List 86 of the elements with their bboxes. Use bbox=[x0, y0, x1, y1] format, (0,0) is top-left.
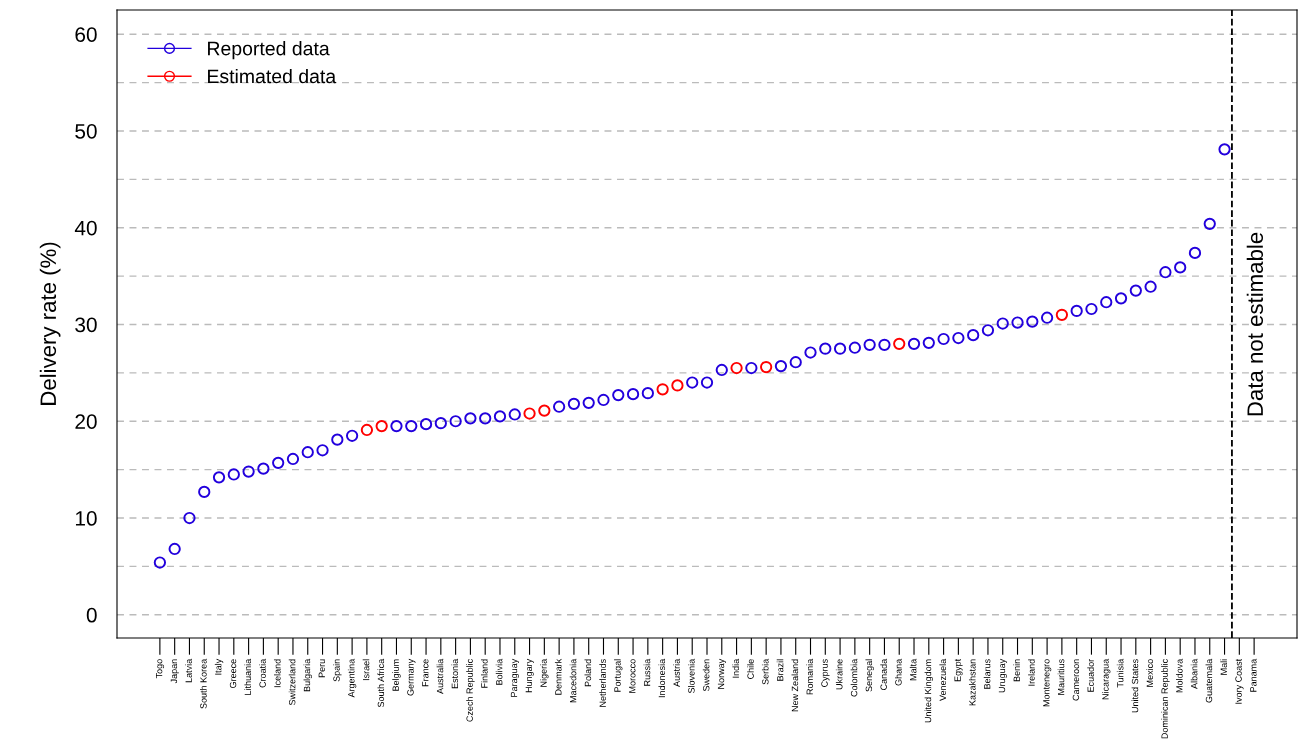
x-tick-label: Greece bbox=[229, 659, 237, 688]
x-tick-label: Egypt bbox=[954, 658, 963, 682]
x-tick-label: United States bbox=[1131, 659, 1139, 713]
y-tick-label: 60 bbox=[75, 27, 97, 42]
x-tick-label: Japan bbox=[170, 659, 179, 684]
x-tick-label: United Kingdom bbox=[924, 659, 934, 723]
x-tick-label: Ghana bbox=[895, 658, 902, 686]
y-tick-label: 30 bbox=[75, 317, 97, 333]
x-tick-label: Senegal bbox=[865, 659, 874, 692]
x-tick-label: Poland bbox=[584, 659, 592, 687]
x-tick-label: India bbox=[732, 658, 739, 678]
x-tick-label: Brazil bbox=[776, 659, 784, 681]
y-tick-label: 10 bbox=[75, 511, 97, 526]
x-tick-label: Australia bbox=[436, 658, 444, 694]
x-tick-label: Norway bbox=[717, 658, 726, 689]
x-tick-label: Cameroon bbox=[1072, 659, 1080, 701]
x-tick-label: South Korea bbox=[200, 658, 207, 709]
x-tick-label: Sweden bbox=[702, 659, 710, 692]
x-tick-label: Switzerland bbox=[288, 659, 296, 706]
x-tick-label: Slovenia bbox=[688, 658, 695, 694]
x-tick-label: Moldova bbox=[1175, 658, 1183, 693]
x-tick-label: Canada bbox=[880, 658, 887, 690]
x-tick-label: Macedonia bbox=[569, 658, 577, 703]
x-tick-label: Belgium bbox=[392, 659, 401, 691]
x-tick-label: Belarus bbox=[983, 659, 991, 689]
x-tick-label: Romania bbox=[806, 658, 813, 695]
y-tick-label: 20 bbox=[75, 414, 97, 429]
x-tick-label: Dominican Republic bbox=[1161, 659, 1170, 739]
x-tick-label: Ecuador bbox=[1087, 658, 1094, 692]
x-tick-label: Germany bbox=[407, 658, 416, 696]
x-tick-label: Portugal bbox=[614, 659, 623, 692]
x-tick-label: Colombia bbox=[850, 658, 858, 697]
x-tick-label: Montenegro bbox=[1043, 659, 1052, 707]
x-tick-label: Kazakhstan bbox=[968, 659, 976, 706]
x-tick-label: Mexico bbox=[1146, 659, 1154, 687]
x-tick-label: South Africa bbox=[377, 658, 385, 708]
x-tick-label: Malta bbox=[909, 658, 917, 681]
x-tick-label: Bulgaria bbox=[303, 658, 312, 692]
x-tick-label: Finland bbox=[480, 659, 488, 688]
x-tick-label: Albania bbox=[1190, 658, 1198, 689]
x-tick-label: Cyprus bbox=[821, 659, 830, 687]
x-tick-label: Bolivia bbox=[495, 658, 503, 685]
x-tick-label: France bbox=[422, 659, 429, 687]
x-tick-label: Serbia bbox=[761, 658, 769, 685]
y-tick-label: 50 bbox=[75, 123, 97, 139]
x-tick-label: Czech Republic bbox=[466, 659, 475, 722]
x-tick-label: Netherlands bbox=[599, 659, 606, 707]
x-tick-label: Peru bbox=[318, 659, 325, 678]
x-tick-label: Argentina bbox=[347, 658, 357, 698]
x-tick-label: Togo bbox=[156, 659, 165, 679]
x-tick-label: Italy bbox=[214, 658, 224, 675]
x-tick-label: Tunisia bbox=[1116, 658, 1124, 688]
x-tick-label: Lithuania bbox=[244, 658, 252, 695]
y-tick-label: 40 bbox=[74, 220, 97, 236]
x-tick-label: Nicaragua bbox=[1102, 658, 1111, 700]
x-tick-label: Estonia bbox=[451, 658, 459, 689]
x-tick-label: Venezuela bbox=[939, 658, 947, 701]
x-tick-label: Mali bbox=[1220, 659, 1227, 675]
x-tick-label: Spain bbox=[333, 659, 342, 682]
x-tick-label: Indonesia bbox=[658, 658, 666, 698]
legend-label: Estimated data bbox=[208, 68, 337, 84]
x-tick-label: Panama bbox=[1250, 658, 1257, 692]
y-axis-title: Delivery rate (%) bbox=[39, 242, 61, 405]
x-tick-label: Chile bbox=[747, 659, 754, 679]
x-tick-label: Ireland bbox=[1028, 659, 1035, 686]
x-tick-label: Iceland bbox=[273, 659, 281, 688]
x-tick-label: New Zealand bbox=[791, 659, 799, 712]
x-tick-label: Russia bbox=[643, 658, 651, 686]
x-tick-label: Denmark bbox=[554, 658, 562, 695]
x-tick-label: Ivory Coast bbox=[1235, 658, 1244, 704]
x-tick-label: Benin bbox=[1013, 659, 1020, 682]
x-tick-label: Guatemala bbox=[1205, 658, 1213, 703]
legend-label: Reported data bbox=[208, 41, 330, 60]
ref-line-label: Data not estimable bbox=[1246, 232, 1264, 416]
x-tick-label: Nigeria bbox=[540, 658, 549, 687]
x-tick-label: Israel bbox=[362, 659, 370, 681]
x-tick-label: Croatia bbox=[259, 658, 266, 688]
x-tick-label: Austria bbox=[673, 658, 680, 687]
y-tick-label: 0 bbox=[86, 607, 97, 623]
x-tick-label: Ukraine bbox=[835, 659, 843, 690]
x-tick-label: Latvia bbox=[185, 658, 192, 683]
x-tick-label: Morocco bbox=[629, 659, 636, 693]
x-tick-label: Paraguay bbox=[510, 658, 519, 697]
x-tick-label: Hungary bbox=[525, 658, 534, 693]
x-tick-label: Mauritius bbox=[1057, 659, 1065, 695]
x-tick-label: Uruguay bbox=[998, 658, 1007, 693]
